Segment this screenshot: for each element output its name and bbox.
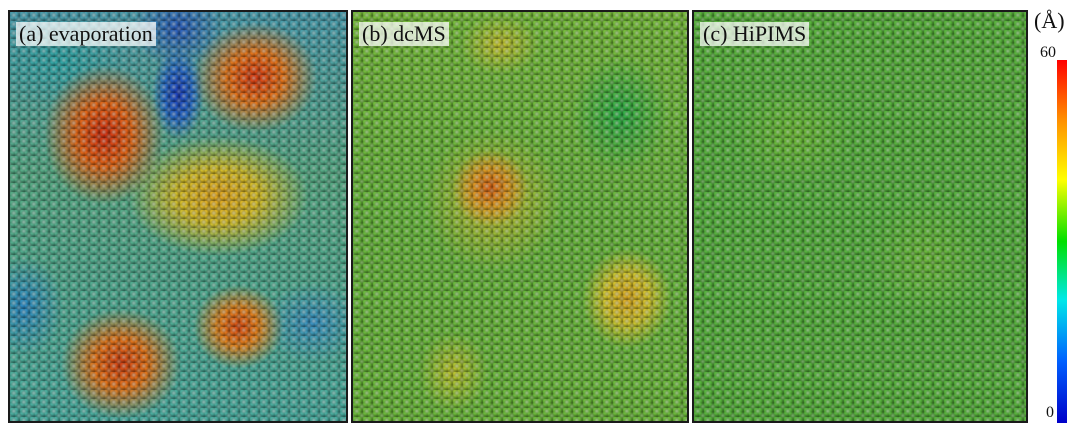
panel-label-evaporation: (a) evaporation bbox=[16, 22, 156, 46]
colorbar-max-label: 60 bbox=[1040, 44, 1056, 62]
panel-hipims: (c) HiPIMS bbox=[692, 10, 1028, 423]
height-map-hipims bbox=[694, 12, 1026, 421]
panel-evaporation: (a) evaporation bbox=[8, 10, 348, 423]
colorbar-unit-label: (Å) bbox=[1034, 8, 1065, 34]
panel-dcms: (b) dcMS bbox=[351, 10, 689, 423]
height-colorbar bbox=[1057, 60, 1067, 423]
panel-label-dcms: (b) dcMS bbox=[359, 22, 449, 46]
height-map-evaporation bbox=[10, 12, 346, 421]
height-map-dcms bbox=[353, 12, 687, 421]
colorbar-min-label: 0 bbox=[1046, 404, 1054, 422]
panel-label-hipims: (c) HiPIMS bbox=[700, 22, 809, 46]
